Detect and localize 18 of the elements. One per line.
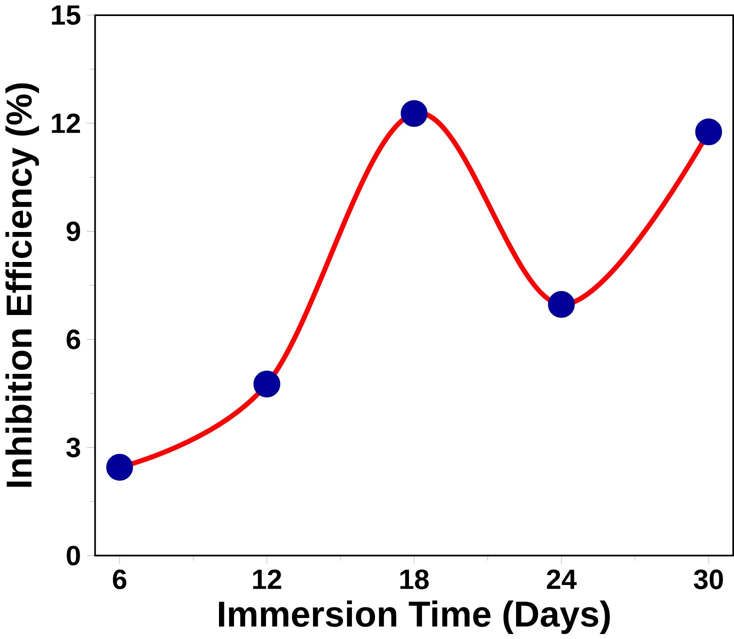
y-axis-title: Inhibition Efficiency (%) bbox=[5, 83, 39, 487]
y-tick-label: 9 bbox=[66, 221, 80, 241]
x-axis-title: Immersion Time (Days) bbox=[218, 600, 610, 634]
point bbox=[695, 118, 722, 146]
x-tick-label: 6 bbox=[112, 569, 126, 589]
point bbox=[253, 370, 280, 398]
y-tick-label: 6 bbox=[66, 329, 80, 350]
point bbox=[106, 454, 134, 480]
x-tick-label: 30 bbox=[694, 569, 723, 590]
point bbox=[400, 100, 428, 127]
x-tick-label: 18 bbox=[400, 569, 429, 589]
y-tick-label: 15 bbox=[52, 5, 80, 25]
x-tick-label: 12 bbox=[253, 569, 282, 589]
y-tick-label: 12 bbox=[52, 113, 80, 133]
point bbox=[548, 290, 575, 318]
x-tick-label: 24 bbox=[546, 569, 577, 589]
y-tick-label: 0 bbox=[66, 546, 80, 566]
y-tick-label: 3 bbox=[66, 437, 80, 458]
